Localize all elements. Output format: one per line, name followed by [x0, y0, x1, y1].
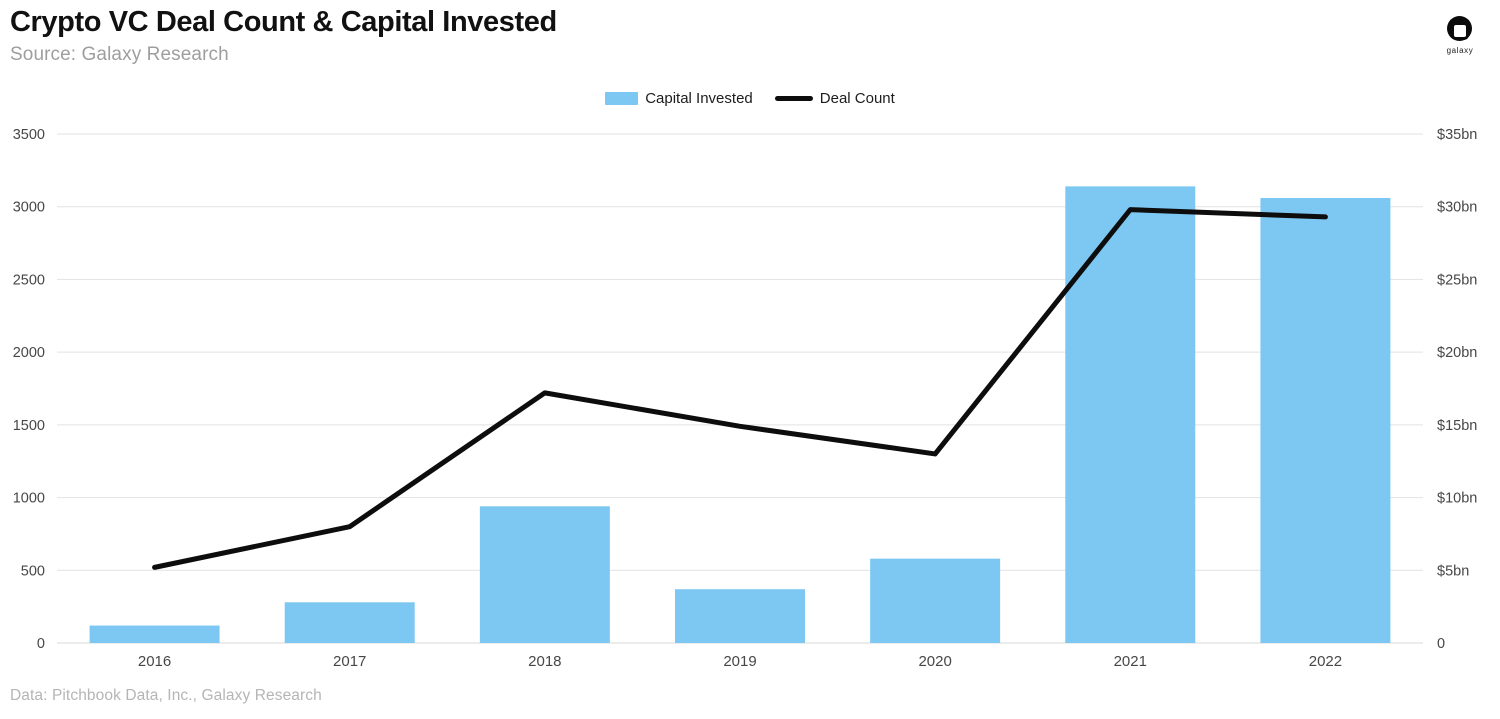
x-axis-label-2022: 2022	[1309, 653, 1342, 670]
right-axis-tick-0: 0	[1437, 636, 1445, 652]
left-axis-tick-2500: 2500	[13, 272, 45, 288]
right-axis-tick-35bn: $35bn	[1437, 127, 1477, 143]
x-axis-label-2021: 2021	[1114, 653, 1147, 670]
page-subtitle: Source: Galaxy Research	[10, 44, 229, 65]
left-axis-tick-1000: 1000	[13, 491, 45, 507]
left-axis-tick-1500: 1500	[13, 418, 45, 434]
bar-2021	[1065, 186, 1196, 643]
capital-invested-swatch-icon	[605, 92, 639, 105]
left-axis-tick-3500: 3500	[13, 127, 45, 143]
right-axis-tick-10bn: $10bn	[1437, 491, 1477, 507]
x-axis-label-2018: 2018	[528, 653, 561, 670]
right-axis-tick-20bn: $20bn	[1437, 345, 1477, 361]
bar-2018	[479, 506, 610, 643]
legend-label-capital-invested: Capital Invested	[645, 90, 753, 107]
bar-2016	[89, 625, 220, 643]
page-title: Crypto VC Deal Count & Capital Invested	[10, 6, 557, 38]
left-axis-tick-500: 500	[21, 563, 45, 579]
legend-item-deal-count: Deal Count	[774, 90, 895, 107]
x-axis-label-2017: 2017	[333, 653, 366, 670]
bar-2022	[1260, 197, 1391, 643]
right-axis-tick-5bn: $5bn	[1437, 563, 1469, 579]
bar-2017	[284, 602, 415, 643]
data-attribution: Data: Pitchbook Data, Inc., Galaxy Resea…	[10, 687, 322, 704]
deal-count-swatch-icon	[774, 96, 813, 101]
bar-2020	[870, 558, 1001, 643]
chart-legend: Capital Invested Deal Count	[0, 90, 1500, 107]
legend-item-capital-invested: Capital Invested	[605, 90, 753, 107]
galaxy-logo: galaxy	[1434, 16, 1486, 55]
legend-label-deal-count: Deal Count	[819, 90, 895, 107]
left-axis-tick-0: 0	[37, 636, 45, 652]
x-axis-label-2020: 2020	[918, 653, 951, 670]
right-axis-tick-25bn: $25bn	[1437, 272, 1477, 288]
galaxy-logo-text: galaxy	[1446, 46, 1474, 55]
deal-count-line	[152, 207, 1328, 570]
right-axis-tick-15bn: $15bn	[1437, 418, 1477, 434]
left-axis-tick-3000: 3000	[13, 200, 45, 216]
left-axis-tick-2000: 2000	[13, 345, 45, 361]
x-axis-label-2019: 2019	[723, 653, 756, 670]
galaxy-logo-icon	[1447, 16, 1473, 43]
right-axis-tick-30bn: $30bn	[1437, 200, 1477, 216]
bar-2019	[675, 589, 805, 643]
x-axis-label-2016: 2016	[138, 653, 171, 670]
